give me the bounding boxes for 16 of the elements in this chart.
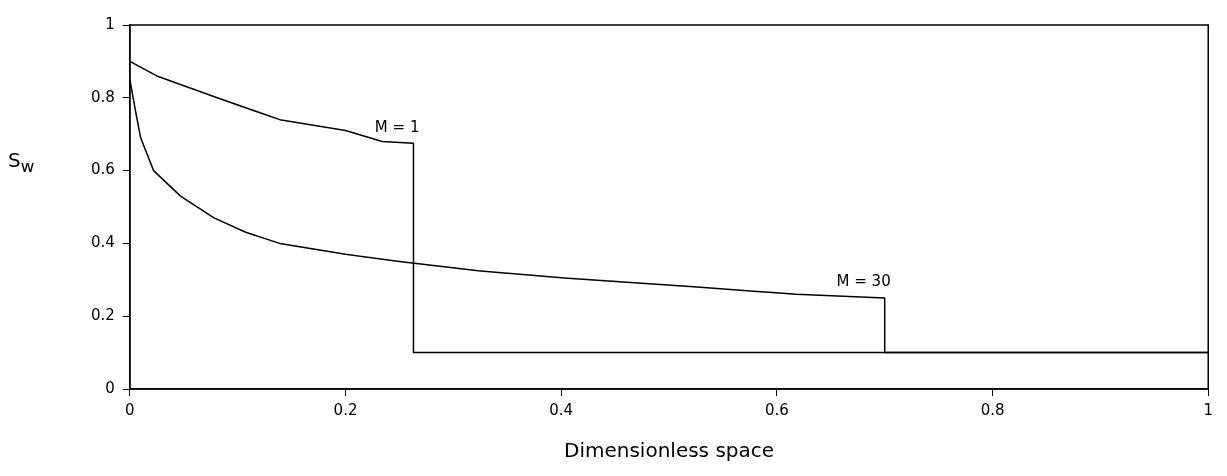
y-tick-label: 0.6 <box>91 160 115 179</box>
x-tick-label: 0 <box>125 400 135 419</box>
x-tick-label: 1 <box>1203 400 1213 419</box>
y-tick-label: 0.4 <box>91 233 115 252</box>
x-tick-label: 0.8 <box>980 400 1005 419</box>
y-tick-label: 0.2 <box>91 306 115 325</box>
y-tick-label: 1 <box>105 14 115 33</box>
annotation: M = 30 <box>836 272 891 291</box>
x-tick-label: 0.6 <box>764 400 789 419</box>
annotation: M = 1 <box>374 117 420 136</box>
y-tick-label: 0.8 <box>91 87 115 106</box>
y-axis-title: S$_{w}$ <box>8 148 35 176</box>
x-tick-label: 0.4 <box>549 400 574 419</box>
x-axis-title: Dimensionless space <box>564 438 775 463</box>
y-tick-label: 0 <box>105 378 115 397</box>
x-tick-label: 0.2 <box>333 400 358 419</box>
